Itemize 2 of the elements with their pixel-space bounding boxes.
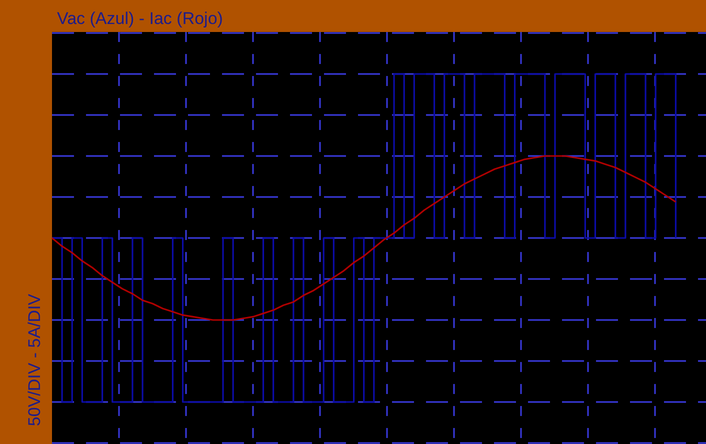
chart-title: Vac (Azul) - Iac (Rojo) — [57, 9, 223, 28]
y-axis-title: 50V/DIV - 5A/DIV — [25, 293, 44, 426]
